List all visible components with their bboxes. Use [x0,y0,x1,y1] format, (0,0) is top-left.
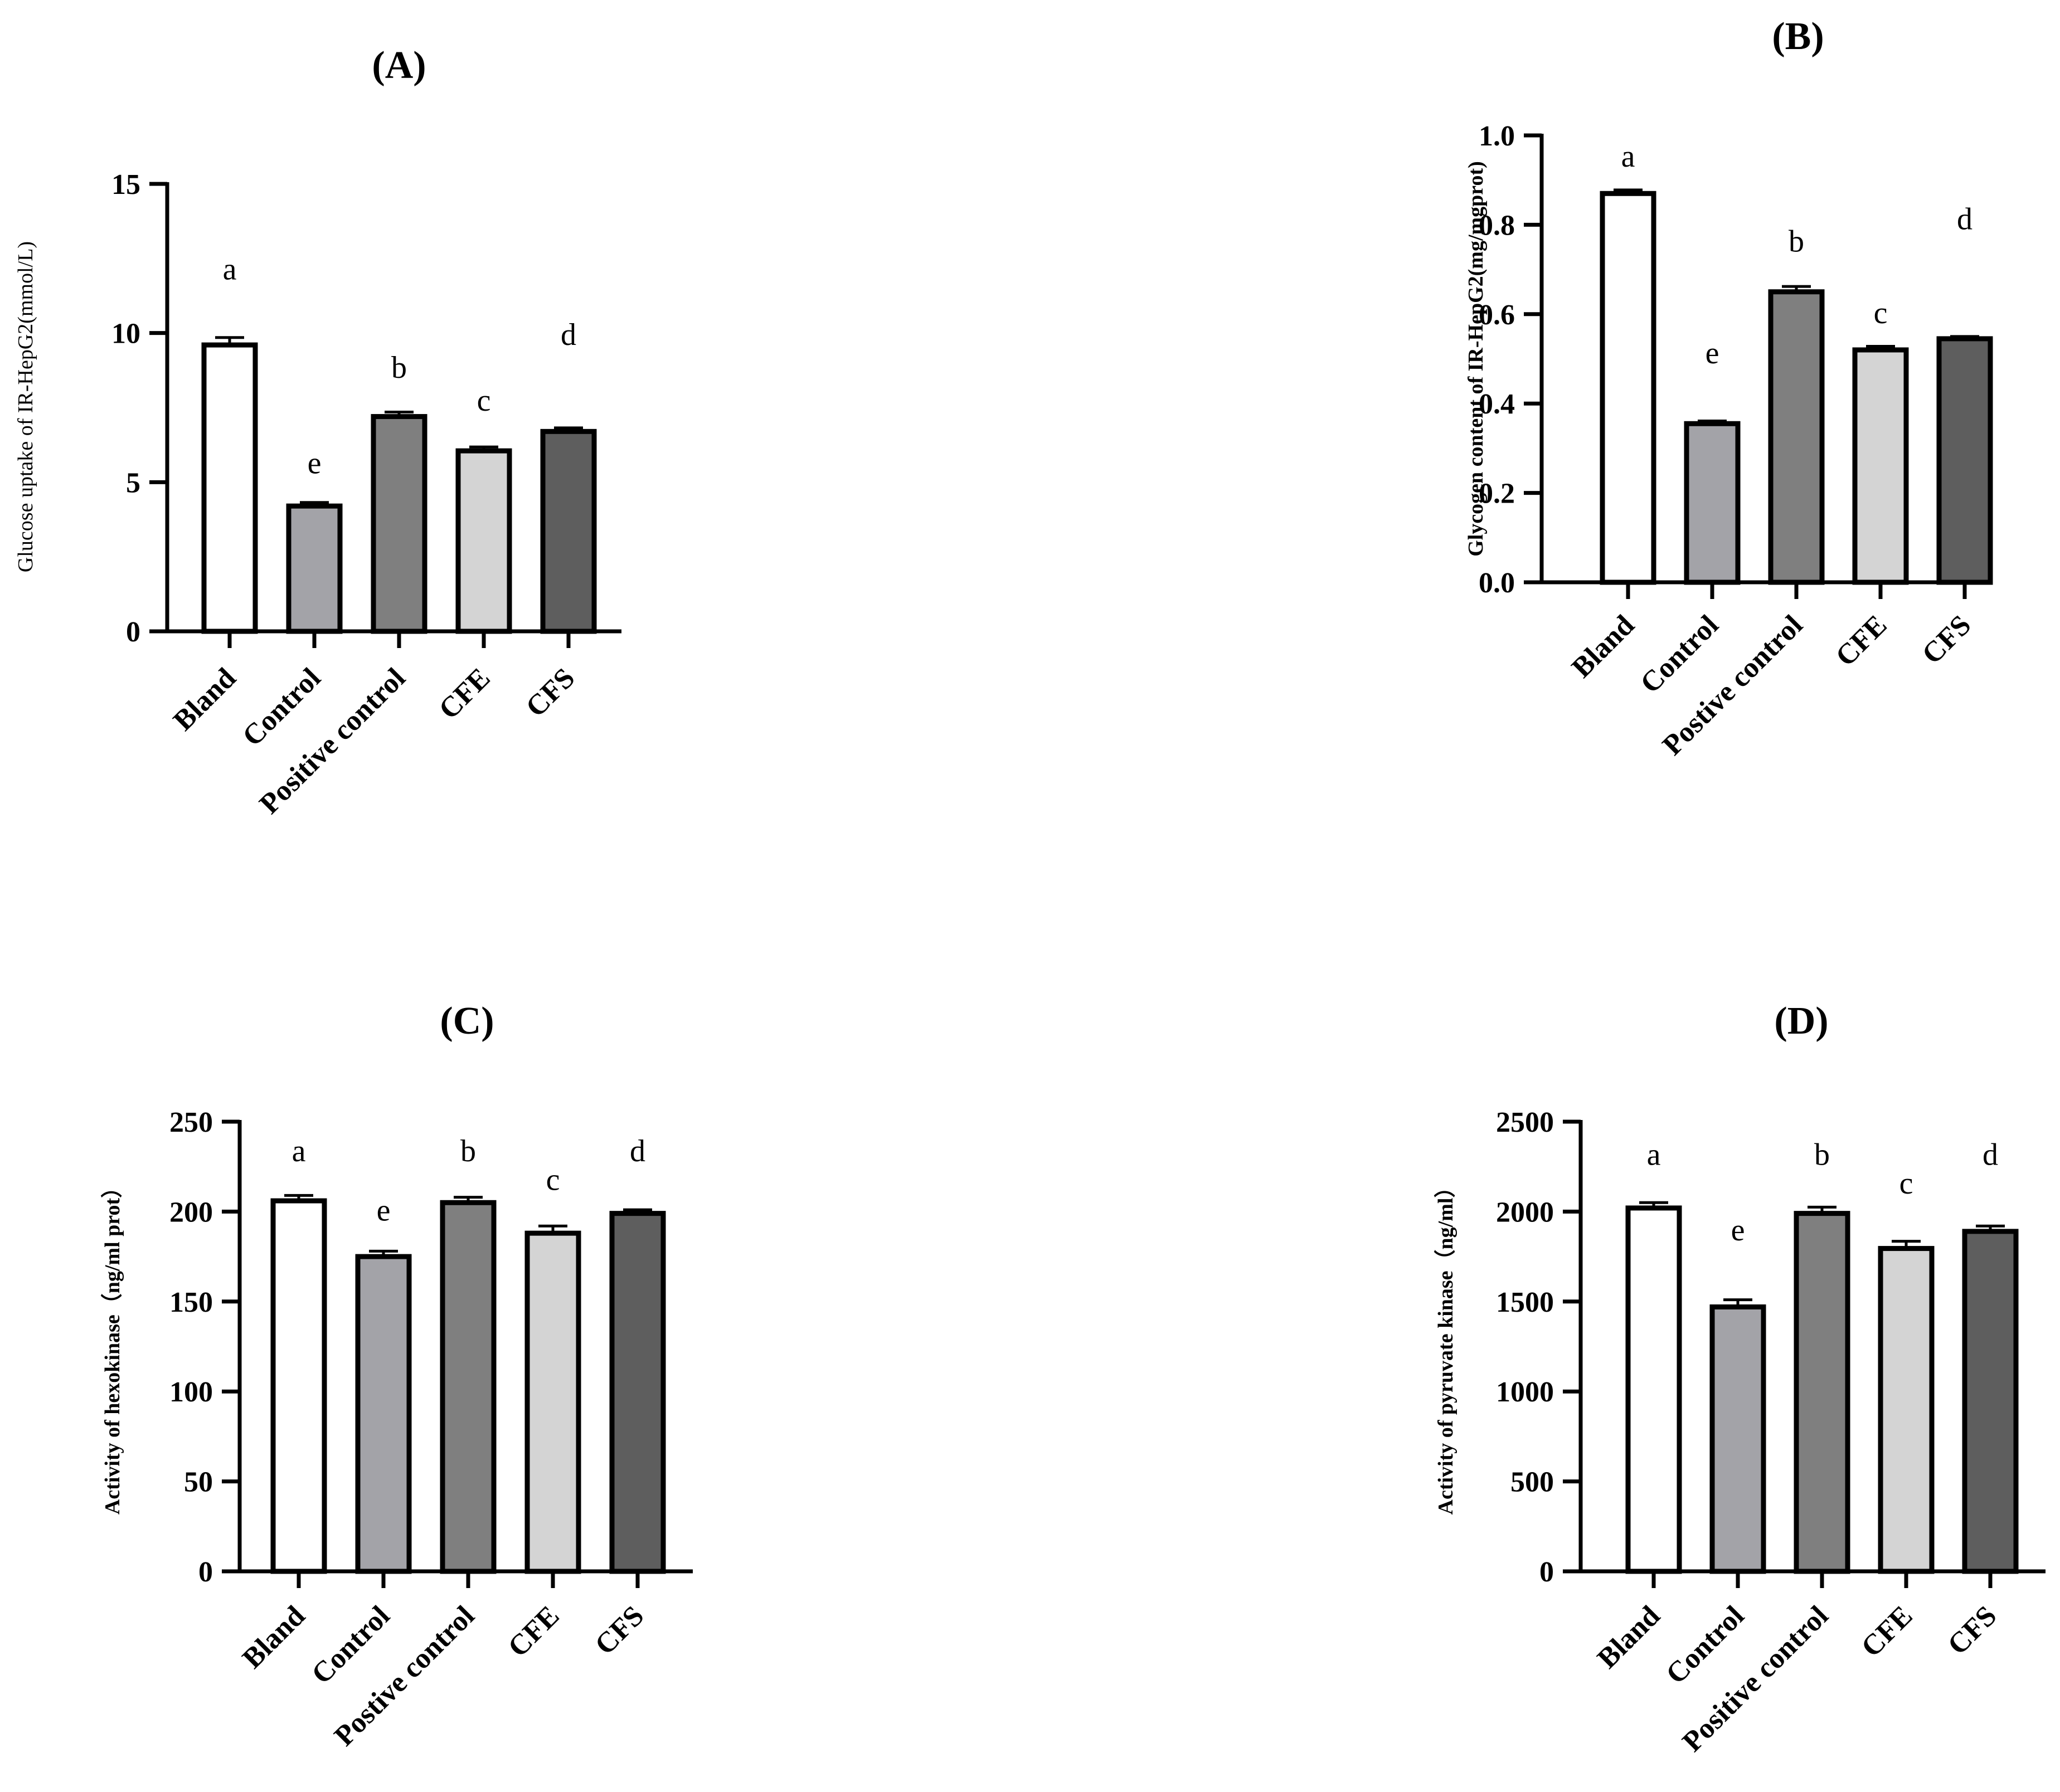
significance-letter: b [460,1134,476,1168]
significance-letter: a [292,1134,306,1168]
category-label: Bland [1566,609,1640,684]
category-label: Positive control [1677,1600,1835,1758]
significance-letter: d [561,318,576,352]
significance-letter: e [1731,1213,1745,1248]
bar-cfs [1936,336,1993,585]
bar-control [355,1254,412,1574]
category-label: Bland [1591,1600,1666,1674]
bar-cfs [609,1211,666,1574]
category-label: Bland [236,1600,311,1674]
significance-letter: c [1899,1166,1913,1201]
category-label: Positive control [254,662,412,820]
y-tick-label: 2500 [1496,1107,1554,1138]
y-tick-label: 1.0 [1479,120,1515,152]
panel-a-chart: (A) Glucose uptake of IR-HepG2(mmol/L) 0 5 1… [14,44,621,820]
significance-letter: b [1789,225,1804,259]
y-tick-label: 2000 [1496,1196,1554,1228]
y-tick-label: 250 [169,1107,213,1138]
category-label: CFS [1942,1600,2003,1661]
significance-letter: b [391,350,407,385]
y-axis-label: Glycogen content of IR-HepG2(mg/mgprot) [1464,161,1488,557]
category-label: CFS [589,1600,650,1661]
panel-b-chart: (B) Glycogen content of IR-HepG2(mg/mgpro… [1464,15,1993,762]
panel-title: (B) [1772,15,1824,58]
y-tick-label: 0.2 [1479,478,1515,510]
category-label: CFE [1855,1600,1919,1663]
y-tick-label: 100 [169,1376,213,1408]
bar-postive-control [1768,289,1825,585]
significance-letter: d [1957,202,1972,236]
panel-title: (C) [440,1000,494,1043]
significance-letter: c [1874,296,1888,330]
y-tick-label: 150 [169,1287,213,1318]
bar-cfe [455,448,512,634]
bar-postive-control [440,1200,497,1574]
bar-control [286,503,343,634]
significance-letter: d [630,1134,645,1168]
bar-cfe [1878,1246,1935,1574]
y-tick-label: 0.4 [1479,388,1515,420]
category-label: CFE [1830,609,1893,673]
bar-cfs [540,428,597,634]
bar-bland [1600,191,1656,585]
panel-title: (D) [1774,1000,1828,1043]
y-tick-label: 0.6 [1479,299,1515,331]
bar-bland [201,342,258,634]
category-label: CFE [502,1600,566,1663]
y-tick-label: 200 [169,1196,213,1228]
significance-letter: b [1814,1137,1830,1172]
bar-bland [270,1198,327,1574]
panel-d-chart: (D) Activity of pyruvate kinase（ng/ml） 0 50… [1434,1000,2046,1758]
significance-letter: a [1647,1137,1661,1172]
significance-letter: e [377,1194,391,1228]
significance-letter: c [477,383,491,418]
bar-control [1684,421,1741,585]
bar-cfe [524,1230,581,1574]
y-tick-label: 50 [184,1467,213,1498]
significance-letter: a [223,252,237,286]
bar-cfe [1852,347,1909,585]
bar-bland [1625,1205,1682,1574]
significance-letter: e [1706,336,1719,371]
category-label: CFS [1916,609,1978,670]
y-tick-label: 10 [111,318,140,350]
y-tick-label: 0 [126,616,140,648]
bar-positive-control [371,414,427,634]
bar-cfs [1962,1229,2019,1574]
significance-letter: c [546,1163,560,1197]
significance-letter: e [308,446,322,480]
category-label: CFE [433,662,497,725]
y-axis-label: Glucose uptake of IR-HepG2(mmol/L) [14,241,37,572]
panel-title: (A) [372,44,426,87]
y-tick-label: 1500 [1496,1287,1554,1318]
y-axis-label: Activity of hexokinase（ng/ml prot） [101,1177,124,1515]
y-tick-label: 0.0 [1479,567,1515,599]
y-tick-label: 500 [1510,1467,1554,1498]
bar-positive-control [1794,1211,1850,1574]
bar-control [1709,1304,1766,1574]
y-tick-label: 0.8 [1479,210,1515,241]
category-label: Bland [167,662,242,737]
y-tick-label: 0 [198,1556,213,1588]
category-label: CFS [520,662,581,723]
panel-c-chart: (C) Activity of hexokinase（ng/ml prot） 0 50… [101,1000,693,1752]
y-tick-label: 5 [126,467,140,499]
y-tick-label: 15 [111,169,140,201]
significance-letter: d [1983,1137,1998,1172]
y-tick-label: 0 [1539,1556,1554,1588]
significance-letter: a [1621,139,1635,174]
y-tick-label: 1000 [1496,1376,1554,1408]
y-axis-label: Activity of pyruvate kinase（ng/ml） [1434,1177,1457,1515]
